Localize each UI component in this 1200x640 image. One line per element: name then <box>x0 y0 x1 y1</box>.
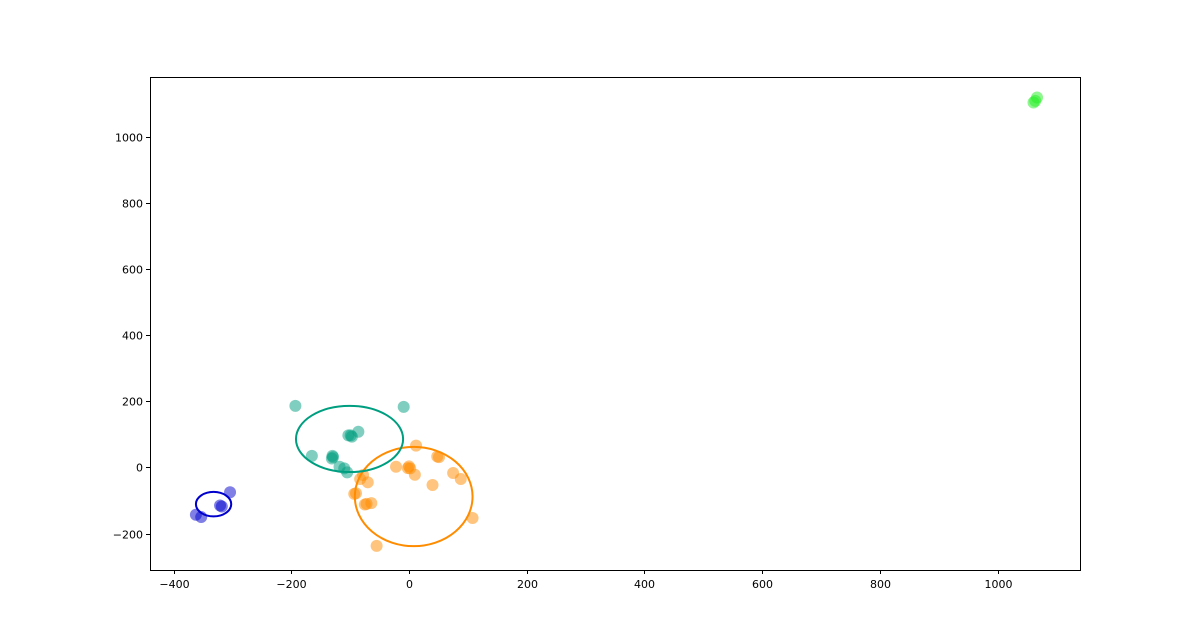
cluster-ellipse <box>194 490 233 518</box>
y-tick-label: 400 <box>122 330 143 343</box>
y-tick-label: 0 <box>136 462 143 475</box>
data-point <box>361 476 374 489</box>
data-point <box>1031 91 1044 104</box>
y-tick-label: 200 <box>122 396 143 409</box>
data-point <box>408 468 421 481</box>
y-tick-label: 800 <box>122 198 143 211</box>
y-axis: −200 0 200 400 600 800 1000 <box>113 132 150 542</box>
data-point <box>305 449 318 462</box>
y-tick-label: 600 <box>122 264 143 277</box>
x-tick-label: −200 <box>276 578 306 591</box>
data-point <box>289 399 302 412</box>
data-point <box>327 451 340 464</box>
y-tick-label: 1000 <box>115 132 143 145</box>
x-tick-label: 400 <box>634 578 655 591</box>
cluster-ellipse <box>353 445 474 548</box>
data-point <box>390 460 403 473</box>
cluster-ellipse <box>294 404 405 474</box>
data-point <box>350 487 363 500</box>
x-tick-label: 0 <box>406 578 413 591</box>
data-point <box>410 439 423 452</box>
data-point <box>352 425 365 438</box>
data-point <box>397 400 410 413</box>
y-tick-label: −200 <box>113 529 143 542</box>
x-axis: −400 −200 0 200 400 600 800 1000 <box>159 570 1013 591</box>
x-tick-label: −400 <box>159 578 189 591</box>
data-point <box>426 478 439 491</box>
plot-frame <box>150 77 1081 571</box>
data-point <box>365 497 378 510</box>
x-tick-label: 200 <box>517 578 538 591</box>
data-point <box>215 500 228 513</box>
data-point <box>370 539 383 552</box>
data-point <box>433 451 446 464</box>
x-tick-label: 600 <box>752 578 773 591</box>
data-point <box>454 473 467 486</box>
x-tick-label: 800 <box>870 578 891 591</box>
x-tick-label: 1000 <box>985 578 1013 591</box>
ellipse-layer <box>194 404 474 548</box>
